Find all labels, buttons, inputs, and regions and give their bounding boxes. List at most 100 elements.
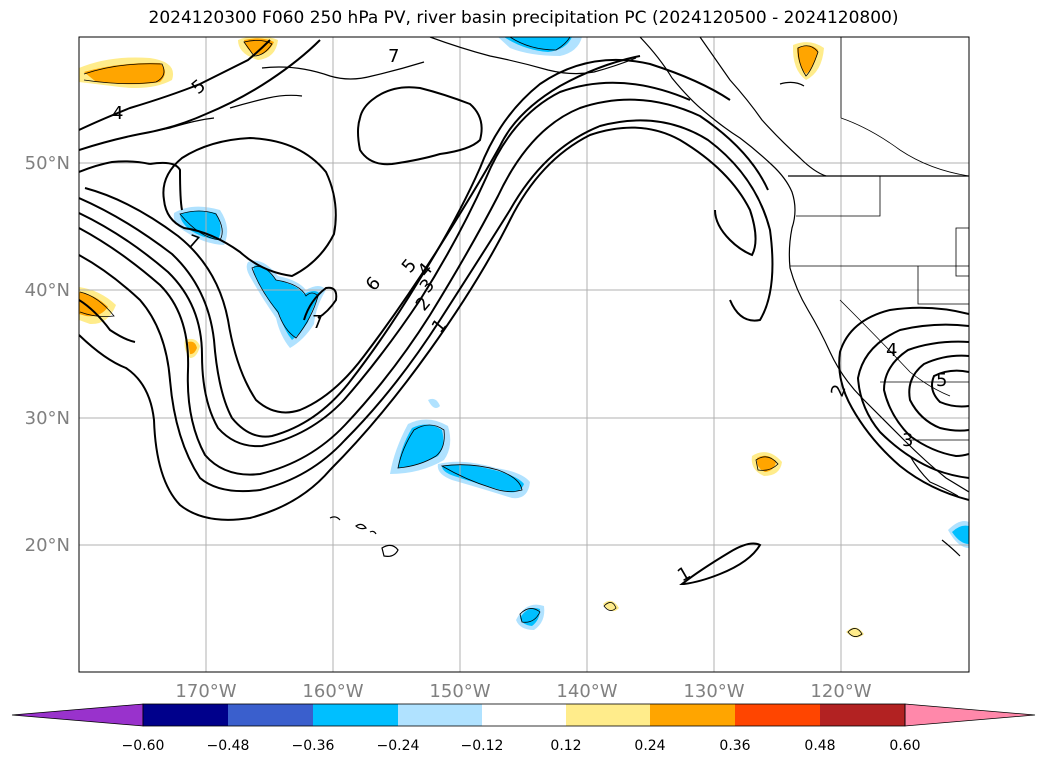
pv-contour-1 <box>79 126 757 521</box>
map-background <box>79 37 969 672</box>
colorbar-segment <box>398 704 482 726</box>
colorbar-tick: 0.48 <box>804 738 835 754</box>
lat-label-40n: 40°N <box>25 280 70 301</box>
coastline <box>429 37 637 75</box>
pc-neg-patch <box>504 37 572 52</box>
pv-contour <box>856 323 969 479</box>
contour-label: 3 <box>902 430 913 451</box>
lon-label-150w: 150°W <box>429 681 490 702</box>
colorbar-tick: −0.48 <box>207 738 250 754</box>
colorbar-tick: −0.12 <box>461 738 504 754</box>
pc-pos-patch <box>188 341 197 355</box>
coastline <box>261 61 425 80</box>
outline <box>509 37 571 51</box>
pv-contour <box>882 340 969 458</box>
lon-label-160w: 160°W <box>302 681 363 702</box>
colorbar-segment <box>482 704 566 726</box>
state-border <box>917 266 969 305</box>
outline <box>797 45 819 77</box>
pv-contour <box>679 542 762 585</box>
hawaii-island <box>381 544 399 557</box>
pv-contour-7-closed <box>162 136 337 278</box>
outline <box>519 608 541 623</box>
colorbar-tick: 0.60 <box>889 738 920 754</box>
colorbar-extend-low <box>11 703 144 727</box>
pv-contour <box>79 39 271 131</box>
pc-neg-patch <box>180 210 221 240</box>
negative-pc-shading <box>173 37 969 630</box>
outline <box>755 456 779 471</box>
colorbar-segment <box>313 704 398 726</box>
contour-label: 4 <box>112 103 123 124</box>
pc-pos-patch <box>756 455 776 472</box>
contour-label: 5 <box>936 370 947 391</box>
lat-label-30n: 30°N <box>25 408 70 429</box>
pv-contour <box>79 98 769 476</box>
outline <box>603 602 617 611</box>
outline <box>397 424 445 469</box>
colorbar-extend-high <box>904 703 1036 727</box>
pc-neg-patch <box>520 608 540 626</box>
lon-label-120w: 120°W <box>810 681 871 702</box>
colorbar-tick: 0.36 <box>719 738 750 754</box>
pc-neg-patch <box>428 398 440 408</box>
pv-contour <box>303 286 338 321</box>
pv-contour <box>838 306 969 501</box>
outline <box>83 63 165 84</box>
colorbar-segment <box>143 704 228 726</box>
positive-pc-shading <box>79 37 864 638</box>
outline <box>79 291 115 317</box>
hawaii-island <box>329 516 341 521</box>
pv-contour <box>908 354 969 432</box>
pv-contour <box>84 55 641 414</box>
pc-neg-patch <box>253 265 320 340</box>
colorbar-segment <box>820 704 905 726</box>
map-panel: 4 5 7 7 7 6 5 4 3 2 1 1 4 5 2 3 <box>78 36 970 673</box>
map-frame <box>78 36 970 673</box>
colorbar-segment <box>228 704 313 726</box>
pv-contour <box>79 58 731 438</box>
coastline <box>909 455 959 497</box>
colorbar-tick: −0.24 <box>377 738 420 754</box>
pv-contour <box>79 119 774 493</box>
state-border <box>839 299 951 397</box>
pc-pos-patch <box>797 45 818 74</box>
colorbar-tick: 0.24 <box>634 738 665 754</box>
latitude-labels: 50°N 40°N 30°N 20°N <box>25 153 70 556</box>
pv-contour <box>931 369 969 408</box>
pc-neg-patch <box>442 464 524 493</box>
coastline <box>699 37 827 177</box>
pv-contour <box>79 39 321 151</box>
colorbar-tick: −0.60 <box>122 738 165 754</box>
lon-label-130w: 130°W <box>683 681 744 702</box>
state-border <box>796 176 881 217</box>
contour-label: 7 <box>388 46 399 67</box>
colorbar-segment <box>650 704 735 726</box>
contour-label: 4 <box>886 340 897 361</box>
pc-neg-patch <box>398 424 444 468</box>
pv-contours <box>79 39 969 585</box>
border <box>840 117 969 177</box>
lat-label-50n: 50°N <box>25 153 70 174</box>
pv-contour <box>149 161 183 211</box>
lat-lon-grid <box>79 37 969 672</box>
colorbar-tick: −0.36 <box>292 738 335 754</box>
pv-contour <box>79 299 136 343</box>
hawaii-island <box>355 523 367 530</box>
outline <box>440 464 523 492</box>
pc-pos-patch <box>79 292 108 317</box>
coastline <box>779 81 805 87</box>
pc-neg-patch <box>952 525 969 544</box>
hawaii-island <box>369 530 377 535</box>
colorbar-outline <box>142 703 906 727</box>
colorbar-ticks: −0.60 −0.48 −0.36 −0.24 −0.12 0.12 0.24 … <box>122 738 921 754</box>
colorbar-segment <box>735 704 820 726</box>
coastline <box>941 539 961 557</box>
outline <box>243 40 273 57</box>
map-title: 2024120300 F060 250 hPa PV, river basin … <box>148 8 899 28</box>
colorbar-tick: 0.12 <box>550 738 581 754</box>
coastline <box>229 94 303 109</box>
pv-contour <box>79 160 151 173</box>
outline <box>847 628 863 637</box>
